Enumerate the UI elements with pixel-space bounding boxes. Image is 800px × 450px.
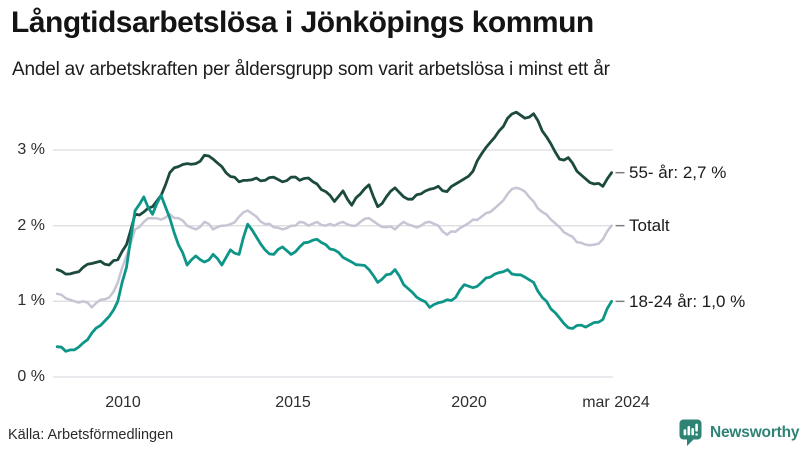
branding-name: Newsworthy bbox=[710, 424, 800, 441]
series-label-55-plus: 55- år: 2,7 % bbox=[629, 163, 727, 182]
x-axis-tick-2010: 2010 bbox=[105, 394, 141, 411]
y-axis-tick-2pct: 2 % bbox=[17, 217, 45, 234]
branding[interactable]: Newsworthy bbox=[679, 418, 800, 448]
x-axis-tick-2020: 2020 bbox=[451, 394, 487, 411]
y-axis-tick-3pct: 3 % bbox=[17, 141, 45, 158]
series-line-18-24-r bbox=[55, 193, 613, 353]
source-note: Källa: Arbetsförmedlingen bbox=[8, 427, 174, 443]
chart-subtitle: Andel av arbetskraften per åldersgrupp s… bbox=[12, 59, 610, 80]
chart-title: Långtidsarbetslösa i Jönköpings kommun bbox=[11, 6, 594, 39]
series-label-18-24: 18-24 år: 1,0 % bbox=[629, 292, 746, 311]
x-axis-tick-mar-2024: mar 2024 bbox=[582, 394, 650, 411]
newsworthy-logo-icon bbox=[679, 419, 702, 446]
series-label-totalt: Totalt bbox=[629, 216, 670, 235]
x-axis-tick-2015: 2015 bbox=[275, 394, 311, 411]
series-line-totalt bbox=[55, 186, 613, 309]
y-axis-tick-1pct: 1 % bbox=[17, 292, 45, 309]
y-axis-tick-0pct: 0 % bbox=[17, 368, 45, 385]
